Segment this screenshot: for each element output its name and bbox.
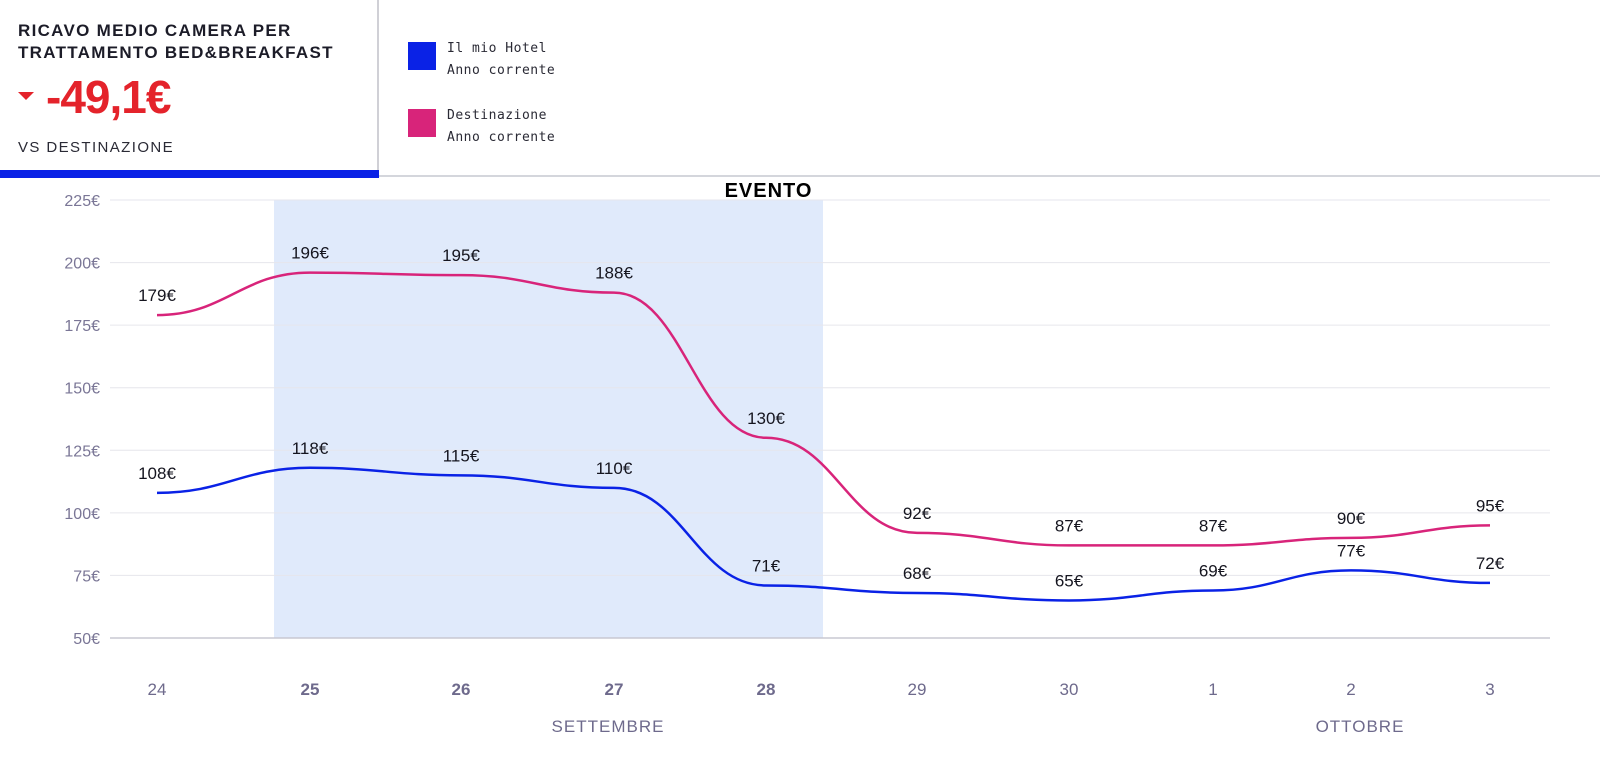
data-label: 65€ xyxy=(1055,571,1084,590)
x-tick-label: 1 xyxy=(1208,680,1217,699)
data-label: 87€ xyxy=(1199,516,1228,535)
data-label: 90€ xyxy=(1337,509,1366,528)
series-line-0 xyxy=(156,466,1491,602)
x-tick-label: 25 xyxy=(301,680,320,699)
data-label: 115€ xyxy=(443,446,480,465)
data-label: 188€ xyxy=(595,264,633,283)
y-tick-label: 175€ xyxy=(64,318,100,335)
kpi-title-line2: TRATTAMENTO BED&BREAKFAST xyxy=(18,43,334,62)
event-band xyxy=(274,200,823,638)
data-label: 179€ xyxy=(138,286,176,305)
x-tick-label: 28 xyxy=(757,680,776,699)
y-tick-label: 125€ xyxy=(64,443,100,460)
data-label: 77€ xyxy=(1337,541,1366,560)
event-label: EVENTO xyxy=(725,180,813,202)
triangle-down-icon xyxy=(18,92,34,100)
y-tick-label: 100€ xyxy=(64,506,100,523)
y-tick-label: 50€ xyxy=(73,631,100,648)
kpi-title-line1: RICAVO MEDIO CAMERA PER xyxy=(18,21,292,40)
x-tick-label: 29 xyxy=(908,680,927,699)
y-tick-label: 75€ xyxy=(73,568,100,585)
legend-swatch-destination xyxy=(408,109,436,137)
data-label: 110€ xyxy=(596,459,633,478)
data-label: 195€ xyxy=(442,246,480,265)
x-tick-label: 30 xyxy=(1060,680,1079,699)
data-label: 118€ xyxy=(292,439,329,458)
legend-swatch-hotel xyxy=(408,42,436,70)
kpi-value: -49,1€ xyxy=(46,71,171,123)
month-label: SETTEMBRE xyxy=(552,717,665,736)
legend-sublabel: Anno corrente xyxy=(447,130,556,145)
data-label: 68€ xyxy=(903,564,932,583)
data-label: 196€ xyxy=(291,244,329,263)
y-tick-label: 200€ xyxy=(64,256,100,273)
data-label: 72€ xyxy=(1476,554,1505,573)
y-tick-label: 225€ xyxy=(64,193,100,210)
data-label: 95€ xyxy=(1476,496,1505,515)
legend-label: Il mio Hotel xyxy=(447,41,547,56)
x-tick-label: 27 xyxy=(605,680,624,699)
kpi-title: RICAVO MEDIO CAMERA PER TRATTAMENTO BED&B… xyxy=(18,20,334,64)
data-label: 108€ xyxy=(138,464,176,483)
month-label: OTTOBRE xyxy=(1316,717,1405,736)
series-line-1 xyxy=(156,271,1491,547)
kpi-subtitle: VS DESTINAZIONE xyxy=(18,139,175,156)
data-label: 69€ xyxy=(1199,561,1228,580)
data-label: 71€ xyxy=(752,556,781,575)
x-tick-label: 24 xyxy=(148,680,167,699)
header-divider xyxy=(379,175,1600,177)
kpi-card: RICAVO MEDIO CAMERA PER TRATTAMENTO BED&B… xyxy=(0,0,379,178)
legend-sublabel: Anno corrente xyxy=(447,63,556,78)
x-tick-label: 26 xyxy=(452,680,471,699)
data-label: 92€ xyxy=(903,504,932,523)
x-tick-label: 3 xyxy=(1485,680,1494,699)
data-label: 130€ xyxy=(747,409,785,428)
kpi-accent-bar xyxy=(0,170,379,178)
x-tick-label: 2 xyxy=(1346,680,1355,699)
legend-label: Destinazione xyxy=(447,108,547,123)
data-label: 87€ xyxy=(1055,516,1084,535)
y-tick-label: 150€ xyxy=(64,381,100,398)
